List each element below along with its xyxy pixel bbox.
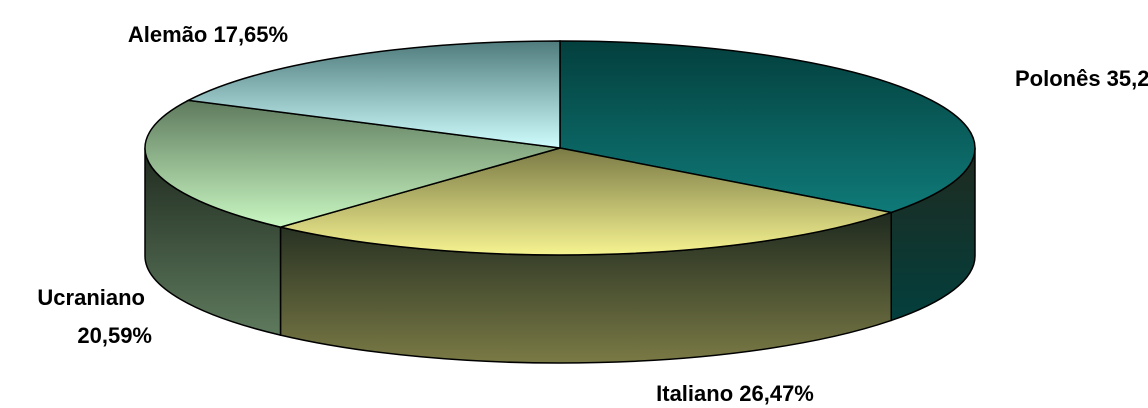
slice-label-ucraniano-name: Ucraniano: [37, 285, 145, 310]
slice-label-italiano: Italiano 26,47%: [656, 381, 814, 406]
slice-label-polones: Polonês 35,29%: [1015, 66, 1148, 91]
pie-slice-italiano: [277, 147, 895, 256]
pie-tops: [144, 40, 976, 256]
pie-sides: [144, 147, 976, 364]
slice-label-alemao: Alemão 17,65%: [128, 22, 288, 47]
slice-label-ucraniano-value: 20,59%: [77, 323, 152, 348]
pie-slice-ucraniano: [144, 99, 561, 228]
pie-labels: Polonês 35,29% Italiano 26,47% Ucraniano 20…: [37, 22, 1148, 406]
pie-slice-polones: [559, 40, 976, 214]
pie-slice-alemao: [185, 40, 561, 149]
